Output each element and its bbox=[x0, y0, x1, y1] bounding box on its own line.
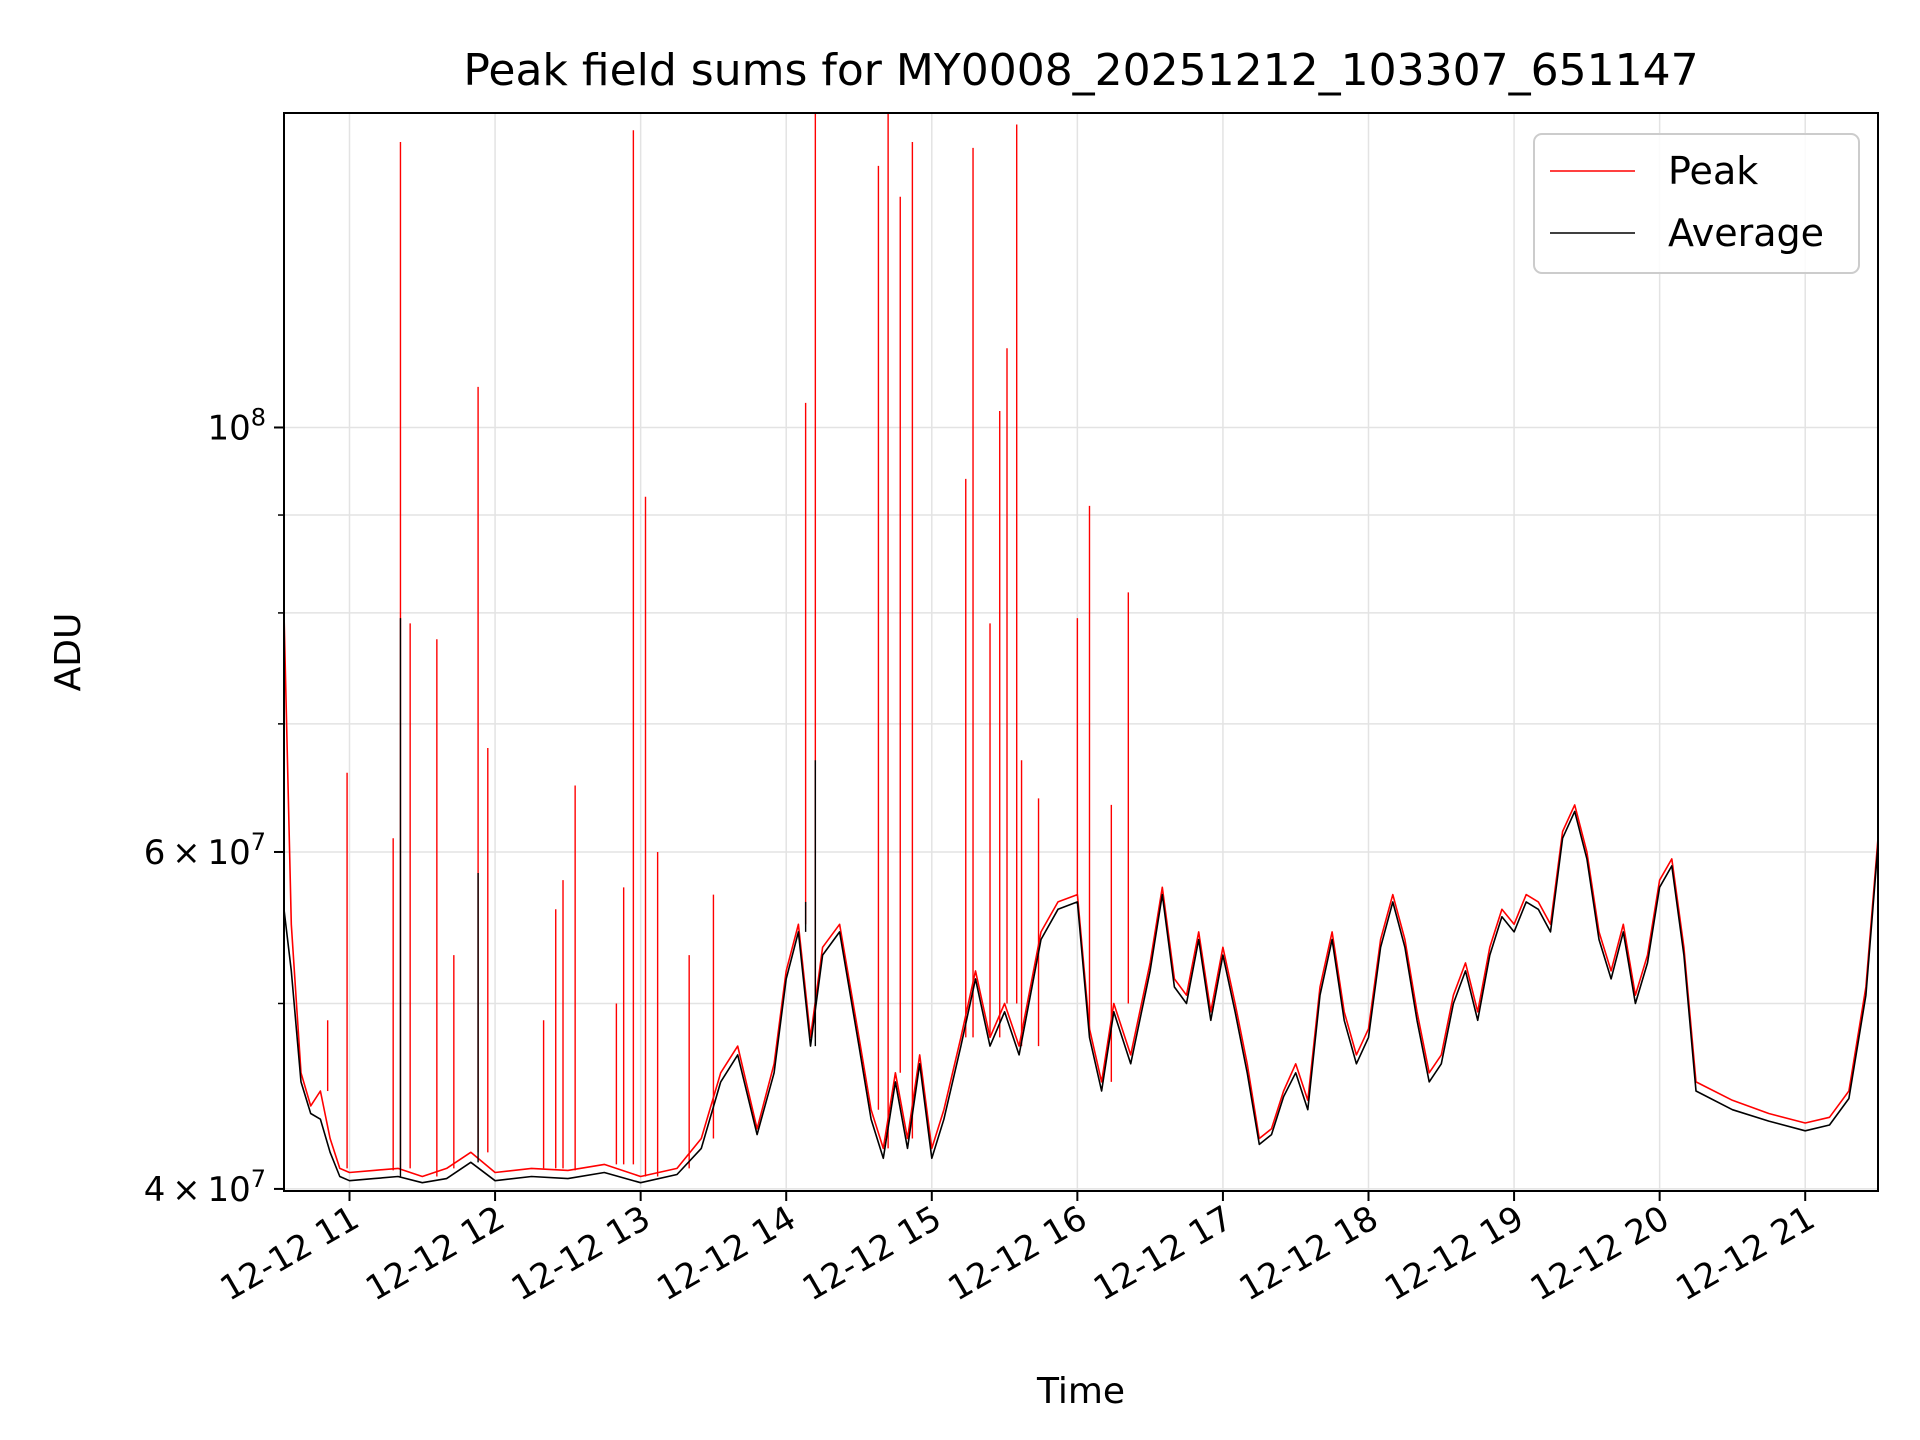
y-tick-label: 6 × 107 bbox=[144, 828, 266, 873]
legend-average-label: Average bbox=[1668, 211, 1824, 255]
plot-series bbox=[283, 113, 1879, 1184]
y-axis-ticks: 4 × 107 6 × 107 108 bbox=[144, 403, 284, 1210]
legend: Peak Average bbox=[1533, 133, 1860, 274]
series-line-average bbox=[283, 810, 1879, 1184]
x-axis-label: Time bbox=[1036, 1371, 1125, 1412]
y-tick-label: 108 bbox=[207, 403, 266, 448]
legend-peak-label: Peak bbox=[1668, 149, 1758, 193]
grid-lines bbox=[284, 113, 1878, 1191]
chart-title: Peak field sums for MY0008_20251212_1033… bbox=[463, 45, 1698, 96]
series-line-peak bbox=[283, 612, 1879, 1178]
plot-frame bbox=[283, 112, 1879, 1192]
y-axis-label: ADU bbox=[48, 613, 89, 692]
y-tick-label: 4 × 107 bbox=[144, 1165, 266, 1210]
legend-box bbox=[1533, 133, 1860, 274]
